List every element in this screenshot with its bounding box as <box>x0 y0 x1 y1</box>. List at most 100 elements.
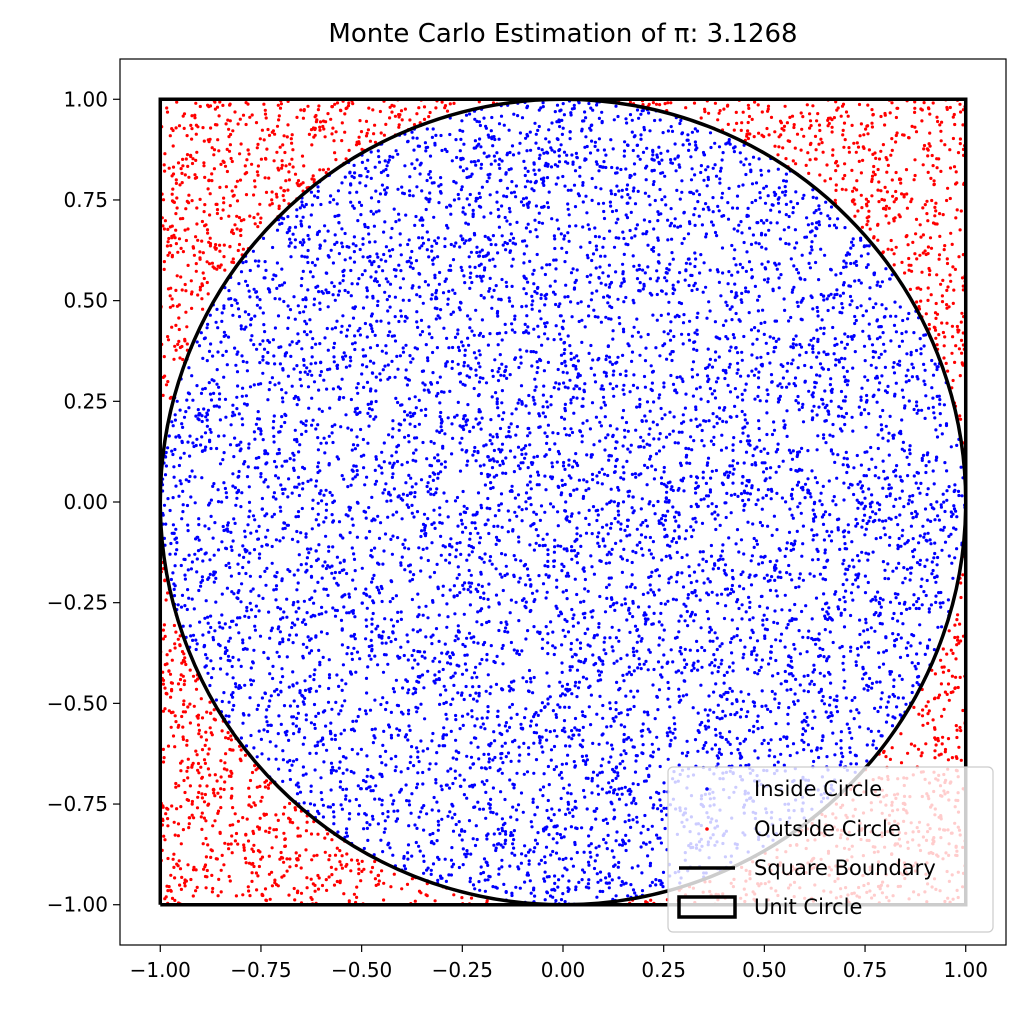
inside-point <box>182 415 187 419</box>
inside-point <box>259 472 263 476</box>
inside-point <box>647 773 651 777</box>
inside-point <box>407 824 411 828</box>
inside-point <box>789 257 793 261</box>
inside-point <box>918 641 922 645</box>
inside-point <box>577 478 582 482</box>
inside-point <box>811 416 815 420</box>
inside-point <box>575 561 580 565</box>
inside-point <box>572 356 576 360</box>
inside-point <box>575 728 579 732</box>
inside-point <box>866 580 870 585</box>
inside-point <box>918 558 923 562</box>
inside-point <box>776 167 780 171</box>
inside-point <box>674 169 678 173</box>
inside-point <box>291 451 295 455</box>
inside-point <box>206 671 210 675</box>
inside-point <box>541 411 545 415</box>
inside-point <box>760 245 764 249</box>
inside-point <box>560 684 565 688</box>
inside-point <box>543 325 548 329</box>
inside-point <box>324 724 328 728</box>
inside-point <box>297 450 301 454</box>
inside-point <box>892 611 896 616</box>
inside-point <box>505 186 510 190</box>
inside-point <box>863 504 868 508</box>
inside-point <box>673 722 677 726</box>
inside-point <box>303 736 307 740</box>
inside-point <box>415 746 419 750</box>
inside-point <box>465 175 469 180</box>
inside-point <box>423 141 427 145</box>
inside-point <box>827 534 831 538</box>
inside-point <box>720 549 725 553</box>
inside-point <box>239 736 243 740</box>
inside-point <box>399 309 403 313</box>
inside-point <box>853 753 858 757</box>
inside-point <box>653 198 657 203</box>
inside-point <box>288 308 293 312</box>
inside-point <box>295 214 299 218</box>
inside-point <box>610 362 615 366</box>
inside-point <box>636 189 640 193</box>
inside-point <box>652 803 656 807</box>
inside-point <box>440 788 444 792</box>
inside-point <box>627 839 631 843</box>
inside-point <box>721 151 725 155</box>
inside-point <box>247 442 251 446</box>
inside-point <box>512 190 517 194</box>
inside-point <box>735 414 739 418</box>
inside-point <box>576 372 581 376</box>
inside-point <box>520 116 525 120</box>
inside-point <box>415 158 419 162</box>
inside-point <box>815 196 819 200</box>
inside-point <box>477 361 481 365</box>
inside-point <box>285 231 289 235</box>
inside-point <box>547 833 551 837</box>
inside-point <box>580 434 584 438</box>
inside-point <box>855 647 860 651</box>
inside-point <box>576 192 581 196</box>
inside-point <box>677 630 681 634</box>
inside-point <box>298 240 302 244</box>
inside-point <box>852 261 856 265</box>
inside-point <box>541 582 546 586</box>
inside-point <box>376 514 380 518</box>
inside-point <box>443 244 447 249</box>
inside-point <box>556 703 560 707</box>
inside-point <box>759 355 763 359</box>
inside-point <box>543 705 547 710</box>
inside-point <box>249 608 254 612</box>
inside-point <box>417 760 421 764</box>
inside-point <box>338 746 342 751</box>
inside-point <box>402 418 407 422</box>
inside-point <box>443 237 447 241</box>
inside-point <box>454 738 458 742</box>
inside-point <box>280 579 284 583</box>
inside-point <box>518 141 522 145</box>
inside-point <box>822 592 826 596</box>
inside-point <box>674 540 679 545</box>
inside-point <box>509 640 513 645</box>
inside-point <box>486 710 490 714</box>
inside-point <box>407 397 411 401</box>
inside-point <box>654 878 658 882</box>
inside-point <box>353 569 357 573</box>
inside-point <box>739 754 743 758</box>
inside-point <box>555 578 559 582</box>
inside-point <box>773 193 777 197</box>
inside-point <box>437 201 441 205</box>
inside-point <box>777 706 781 710</box>
inside-point <box>713 658 717 662</box>
inside-point <box>664 203 668 207</box>
inside-point <box>878 284 882 288</box>
inside-point <box>625 585 629 589</box>
inside-point <box>340 688 344 693</box>
inside-point <box>721 271 725 275</box>
inside-point <box>476 159 480 163</box>
inside-point <box>798 572 802 576</box>
inside-point <box>657 588 661 592</box>
inside-point <box>906 641 910 645</box>
inside-point <box>755 221 759 225</box>
inside-point <box>393 339 398 343</box>
inside-point <box>297 730 301 734</box>
